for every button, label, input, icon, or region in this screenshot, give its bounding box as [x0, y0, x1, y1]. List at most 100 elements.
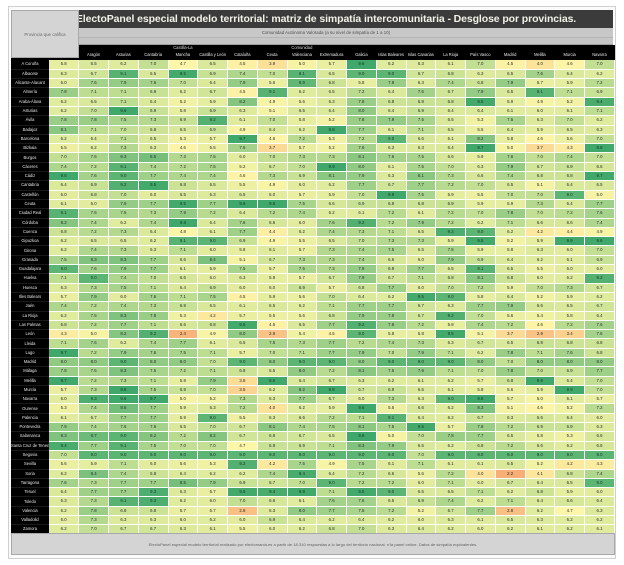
row-header-14[interactable]: Castellón — [11, 190, 49, 200]
heatmap-cell: 5.1 — [257, 106, 288, 117]
table-row: Palencia 6.1 6.7 7.7 7.7 5.9 9.0 5.5 6.3 6.6 7.2 7.… — [11, 413, 615, 424]
row-header-37[interactable]: Ourense — [11, 403, 49, 414]
row-header-3[interactable]: Almería — [11, 87, 49, 98]
row-header-48[interactable]: Valencia — [11, 506, 49, 517]
row-header-44[interactable]: Soria — [11, 469, 49, 479]
row-header-35[interactable]: Murcia — [11, 385, 49, 396]
row-header-4[interactable]: Araba-Álava — [11, 97, 49, 108]
row-header-18[interactable]: Cuenca — [11, 227, 49, 238]
row-header-25[interactable]: Illes Balears — [11, 292, 49, 303]
row-header-11[interactable]: Cáceres — [11, 162, 49, 173]
row-header-31[interactable]: Lugo — [11, 348, 49, 359]
heatmap-cell: 7.3 — [316, 264, 347, 275]
heatmap-cell: 9.5 — [465, 236, 496, 247]
row-header-26[interactable]: Jaén — [11, 301, 49, 312]
column-header-4[interactable]: Mancha — [168, 51, 199, 60]
row-header-24[interactable]: Huesca — [11, 283, 49, 293]
row-header-6[interactable]: Ávila — [11, 115, 49, 126]
heatmap-cell: 7.4 — [197, 171, 228, 182]
row-header-0[interactable]: A Coruña — [11, 60, 49, 70]
row-header-13[interactable]: Cantabria — [11, 180, 49, 191]
column-header-11[interactable]: Islas Baleares — [376, 51, 407, 60]
row-header-20[interactable]: Girona — [11, 245, 49, 256]
row-header-43[interactable]: Sevilla — [11, 459, 49, 470]
row-header-15[interactable]: Ceuta — [11, 199, 49, 210]
heatmap-cell: 7.8 — [49, 115, 80, 126]
row-header-32[interactable]: Madrid — [11, 357, 49, 368]
row-header-1[interactable]: Albacete — [11, 69, 49, 80]
column-header-14[interactable]: País Vasco — [465, 51, 496, 60]
heatmap-cell: 6.2 — [49, 97, 80, 108]
row-header-21[interactable]: Granada — [11, 255, 49, 266]
column-header-5[interactable]: Castilla y León — [197, 51, 228, 60]
row-header-45[interactable]: Tarragona — [11, 478, 49, 489]
heatmap-cell: 9.3 — [435, 227, 466, 238]
heatmap-cell: 6.7 — [376, 180, 407, 191]
heatmap-cell: 5.2 — [554, 97, 585, 108]
column-header-18[interactable]: Navarra — [584, 51, 615, 60]
heatmap-cell: 5.7 — [49, 385, 80, 396]
column-header-13[interactable]: La Rioja — [435, 51, 466, 60]
row-header-36[interactable]: Navarra — [11, 394, 49, 405]
row-header-41[interactable]: Santa Cruz de Tenerife — [11, 441, 49, 451]
heatmap-cell: 8.1 — [257, 422, 288, 433]
heatmap-cell: 6.0 — [287, 180, 318, 191]
row-header-17[interactable]: Córdoba — [11, 218, 49, 228]
row-header-30[interactable]: Lleida — [11, 338, 49, 349]
row-header-39[interactable]: Pontevedra — [11, 422, 49, 433]
column-header-17[interactable]: Murcia — [554, 51, 585, 60]
column-header-8[interactable]: Valenciana — [287, 51, 318, 60]
column-header-16[interactable]: Melilla — [525, 51, 556, 60]
row-header-8[interactable]: Barcelona — [11, 134, 49, 145]
column-header-2[interactable]: Asturias — [108, 51, 139, 60]
row-header-46[interactable]: Teruel — [11, 487, 49, 498]
row-header-16[interactable]: Ciudad Real — [11, 208, 49, 219]
heatmap-cell: 6.5 — [495, 515, 526, 526]
row-header-22[interactable]: Guadalajara — [11, 264, 49, 275]
table-row: La Rioja 6.2 7.5 8.3 7.8 5.3 4.2 5.7 5.5 5.6 6.8 7.… — [11, 311, 615, 321]
row-header-7[interactable]: Badajoz — [11, 125, 49, 135]
heatmap-cell: 7.2 — [287, 134, 318, 145]
row-header-33[interactable]: Málaga — [11, 366, 49, 377]
heatmap-cell: 7.5 — [78, 366, 109, 377]
column-header-12[interactable]: Islas Canarias — [406, 51, 437, 60]
heatmap-cell: 9.1 — [525, 87, 556, 98]
row-header-27[interactable]: La Rioja — [11, 311, 49, 321]
row-header-38[interactable]: Palencia — [11, 413, 49, 424]
row-header-34[interactable]: Melilla — [11, 376, 49, 386]
column-header-7[interactable]: Ceuta — [257, 51, 288, 60]
heatmap-cell: 6.5 — [495, 338, 526, 349]
column-header-10[interactable]: Galicia — [346, 51, 377, 60]
row-header-5[interactable]: Asturias — [11, 106, 49, 117]
heatmap-cell: 9.2 — [435, 311, 466, 321]
row-header-29[interactable]: León — [11, 329, 49, 340]
row-header-42[interactable]: Segovia — [11, 450, 49, 461]
heatmap-cell: 6.5 — [406, 487, 437, 498]
row-header-2[interactable]: Alicante-Alacant — [11, 78, 49, 89]
row-header-19[interactable]: Gipuzkoa — [11, 236, 49, 247]
heatmap-cell: 7.0 — [197, 441, 228, 451]
column-header-1[interactable]: Aragón — [78, 51, 109, 60]
heatmap-cell: 9.0 — [257, 450, 288, 461]
table-row: Cuenca 6.8 7.2 7.3 6.4 4.8 6.1 7.7 4.4 6.2 7.4 7.3 7… — [11, 227, 615, 238]
heatmap-cell: 5.8 — [168, 376, 199, 386]
column-header-6[interactable]: Cataluña — [227, 51, 258, 60]
row-header-28[interactable]: Las Palmas — [11, 320, 49, 331]
row-header-10[interactable]: Burgos — [11, 152, 49, 163]
row-header-12[interactable]: Cádiz — [11, 171, 49, 182]
column-header-9[interactable]: Extremadura — [316, 51, 347, 60]
heatmap-cell: 9.6 — [108, 394, 139, 405]
heatmap-cell: 7.0 — [168, 441, 199, 451]
heatmap-cell: 7.3 — [78, 478, 109, 489]
row-header-47[interactable]: Toledo — [11, 496, 49, 507]
heatmap-cell: 5.5 — [287, 236, 318, 247]
column-header-15[interactable]: Madrid — [495, 51, 526, 60]
row-header-9[interactable]: Bizkaia — [11, 143, 49, 154]
row-header-40[interactable]: Salamanca — [11, 431, 49, 442]
heatmap-scroll-area[interactable]: Castilla-La Comunidad AndalucíaAragónAstu… — [11, 45, 615, 543]
row-header-23[interactable]: Huelva — [11, 273, 49, 284]
heatmap-cell: 9.5 — [406, 292, 437, 303]
row-header-49[interactable]: Valladolid — [11, 515, 49, 526]
column-header-3[interactable]: Cantabria — [138, 51, 169, 60]
table-row: Soria 6.2 8.4 7.4 6.8 6.4 6.2 6.2 7.4 9.4 6.4 7.2 6.… — [11, 469, 615, 479]
